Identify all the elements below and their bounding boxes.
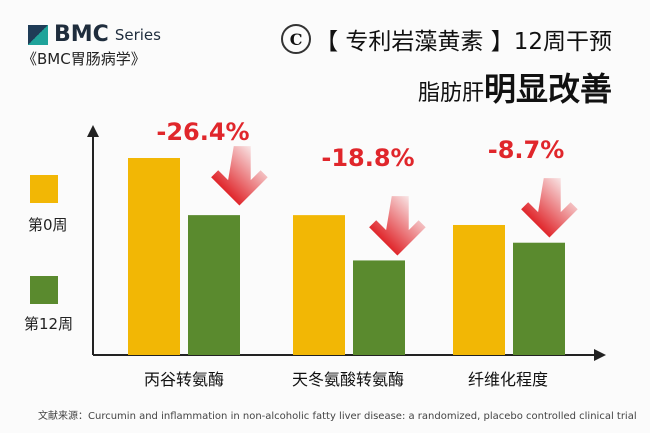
title-text: 【 专利岩藻黄素 】12周干预: [315, 29, 612, 55]
bar-week12: [513, 242, 565, 355]
category-label: 纤维化程度: [467, 370, 548, 389]
legend-swatch-week0: [30, 175, 58, 203]
brand-series: Series: [114, 25, 161, 44]
change-label: -8.7%: [488, 136, 565, 164]
journal-name: 《BMC胃肠病学》: [22, 50, 146, 68]
category-label: 丙谷转氨酶: [143, 370, 224, 389]
bar-week12: [353, 260, 405, 355]
bmc-logo-icon: [28, 24, 48, 45]
bmc-logo: BMC Series: [28, 22, 161, 47]
title-line1: C 【 专利岩藻黄素 】12周干预: [281, 22, 612, 56]
y-axis-arrow: [87, 125, 99, 137]
title-normal: 脂肪肝: [417, 81, 484, 106]
legend-label-week12: 第12周: [24, 315, 74, 333]
legend-swatch-week12: [30, 276, 58, 304]
bar-week0: [453, 224, 505, 355]
source-citation: 文献来源：Curcumin and inflammation in non-al…: [38, 411, 637, 422]
bar-week0: [293, 215, 345, 355]
curcumin-logo-icon: C: [281, 24, 312, 54]
bar-week0: [128, 158, 180, 355]
brand: BMC: [54, 22, 109, 47]
bar-week12: [188, 215, 240, 355]
decrease-arrow-icon: [521, 178, 578, 238]
title-line2: 脂肪肝明显改善: [418, 64, 612, 110]
x-axis-arrow: [594, 349, 606, 361]
change-label: -26.4%: [156, 118, 249, 146]
decrease-arrow-icon: [369, 196, 426, 256]
category-label: 天冬氨酸转氨酶: [291, 370, 404, 389]
change-label: -18.8%: [321, 144, 414, 172]
legend-label-week0: 第0周: [28, 216, 68, 234]
title-bold: 明显改善: [483, 70, 612, 108]
decrease-arrow-icon: [211, 146, 268, 206]
